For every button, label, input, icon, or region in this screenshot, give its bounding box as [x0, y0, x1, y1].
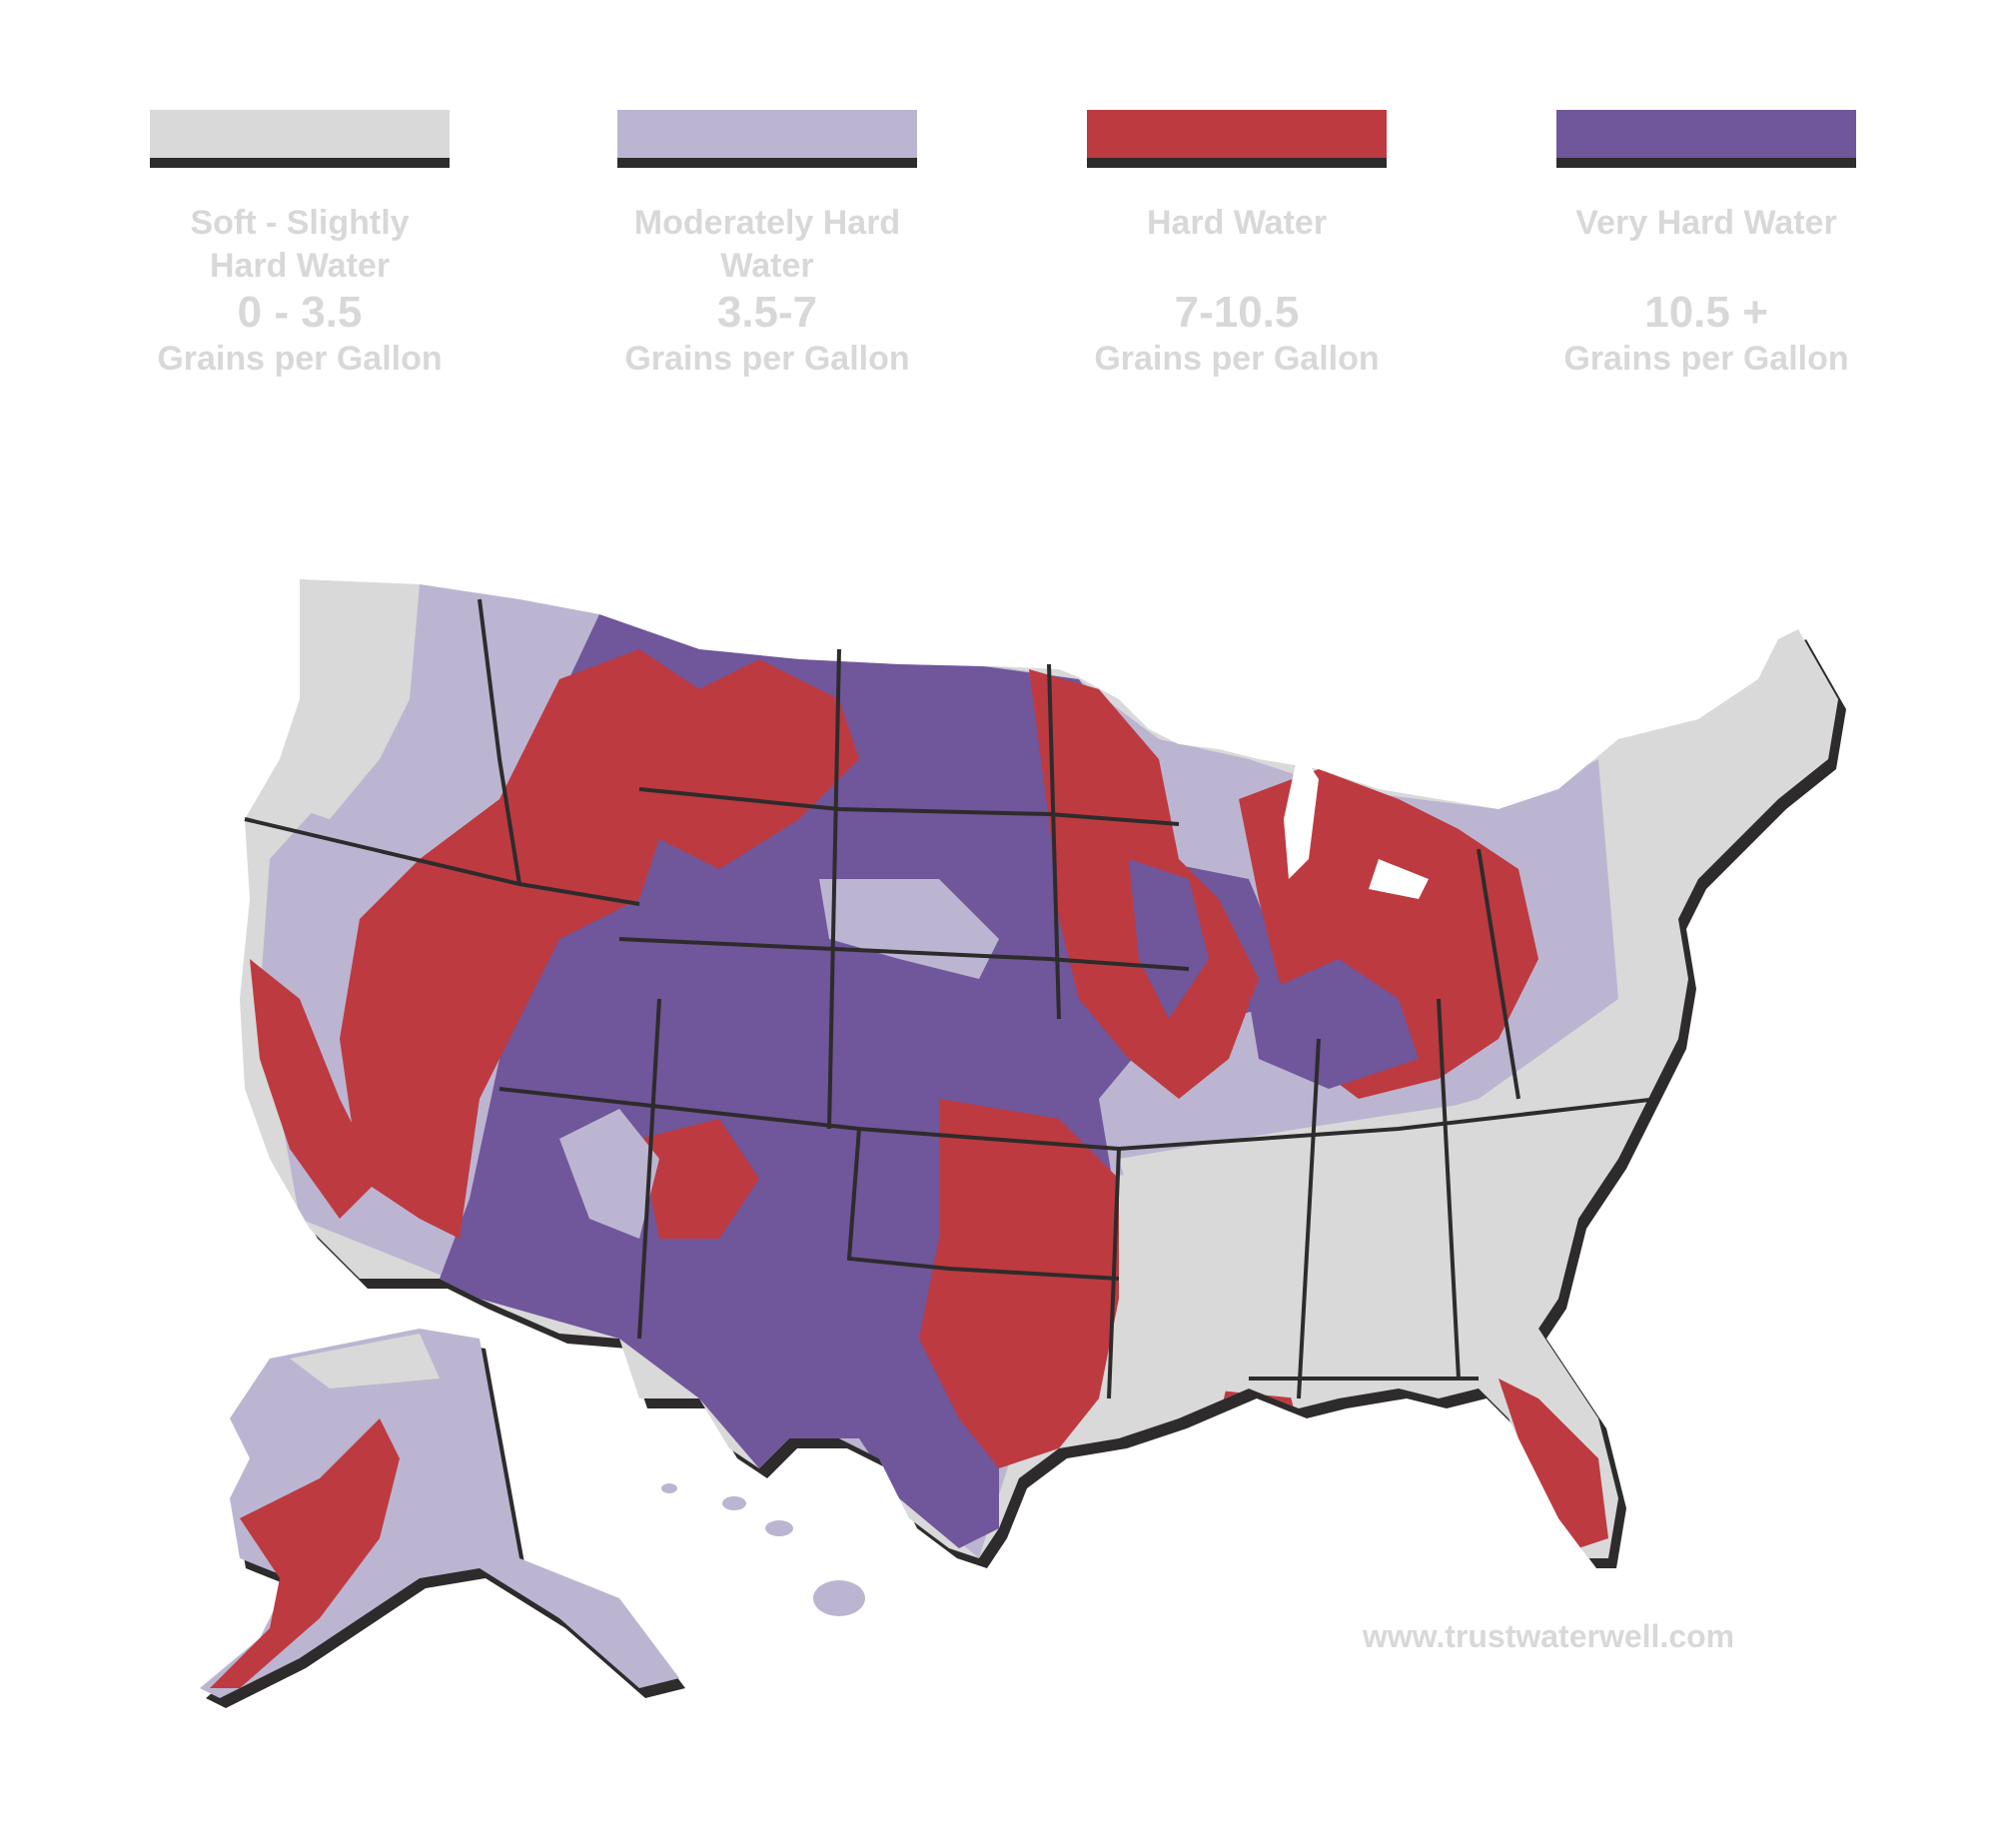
border-line [478, 598, 521, 885]
hawaii-island [765, 1520, 793, 1536]
border-line [827, 648, 841, 1130]
border-line [638, 787, 1180, 826]
alaska-hard-zone [210, 1418, 400, 1688]
legend-title: Hard Water [1146, 204, 1328, 242]
zone-soft-southeast [1119, 1099, 1648, 1398]
hawaii-island [722, 1496, 746, 1510]
legend-range: 10.5 + [1644, 288, 1768, 337]
border-line [846, 1128, 1120, 1281]
zone-soft-northeast [1598, 639, 1838, 899]
zone-very-hard-illinois [1129, 859, 1209, 1019]
zone-very-hard-ohio [1249, 959, 1419, 1089]
border-line [1297, 1038, 1321, 1399]
swatch-shadow [1556, 158, 1856, 168]
legend-swatch-soft [150, 110, 450, 170]
legend-item-hard: Hard Water 7-10.5 Grains per Gallon [1087, 110, 1387, 381]
border-line [637, 998, 661, 1340]
legend-range: 0 - 3.5 [237, 288, 363, 337]
border-line [1107, 1148, 1121, 1399]
legend-unit: Grains per Gallon [1563, 340, 1849, 378]
hawaii-island [661, 1483, 677, 1493]
contiguous-us [240, 579, 1838, 1558]
legend-unit: Grains per Gallon [157, 340, 443, 378]
state-borders [244, 598, 1659, 1399]
border-line [1477, 848, 1520, 1100]
website-url: www.trustwaterwell.com [1362, 1618, 1735, 1654]
legend-unit: Grains per Gallon [624, 340, 910, 378]
legend-swatch-very-hard [1556, 110, 1856, 170]
lake-erie [1369, 859, 1429, 899]
legend-swatch-moderate [617, 110, 917, 170]
zone-hard-arizona [639, 1119, 759, 1239]
swatch-shadow [617, 158, 917, 168]
swatch-fill [1087, 110, 1387, 158]
legend-range: 7-10.5 [1174, 288, 1300, 337]
zone-hard-florida [1498, 1379, 1608, 1548]
legend: Soft - Slightly Hard Water 0 - 3.5 Grain… [0, 110, 1998, 440]
legend-item-moderate: Moderately Hard Water 3.5-7 Grains per G… [617, 110, 917, 381]
legend-item-very-hard: Very Hard Water 10.5 + Grains per Gallon [1556, 110, 1856, 381]
swatch-fill [1556, 110, 1856, 158]
alaska-soft-zone [290, 1334, 440, 1388]
swatch-shadow [1087, 158, 1387, 168]
zone-hard-california [250, 959, 380, 1219]
border-line [618, 937, 1190, 971]
legend-title: Moderately Hard Water [633, 204, 901, 285]
legend-range: 3.5-7 [716, 288, 818, 337]
legend-title: Soft - Slightly Hard Water [190, 204, 410, 285]
hawaii-island [813, 1580, 865, 1616]
lake-michigan [1284, 749, 1319, 879]
border-line [1047, 663, 1061, 1020]
zone-soft-northwest [260, 579, 420, 819]
legend-title: Very Hard Water [1575, 204, 1837, 242]
swatch-shadow [150, 158, 450, 168]
zone-moderate-arizona [559, 1109, 659, 1239]
water-hardness-map [200, 579, 1846, 1708]
legend-item-soft: Soft - Slightly Hard Water 0 - 3.5 Grain… [150, 110, 450, 381]
legend-swatch-hard [1087, 110, 1387, 170]
zone-hard-plains [919, 1099, 1119, 1468]
swatch-fill [150, 110, 450, 158]
legend-unit: Grains per Gallon [1094, 340, 1380, 378]
swatch-fill [617, 110, 917, 158]
border-line [1437, 998, 1461, 1380]
